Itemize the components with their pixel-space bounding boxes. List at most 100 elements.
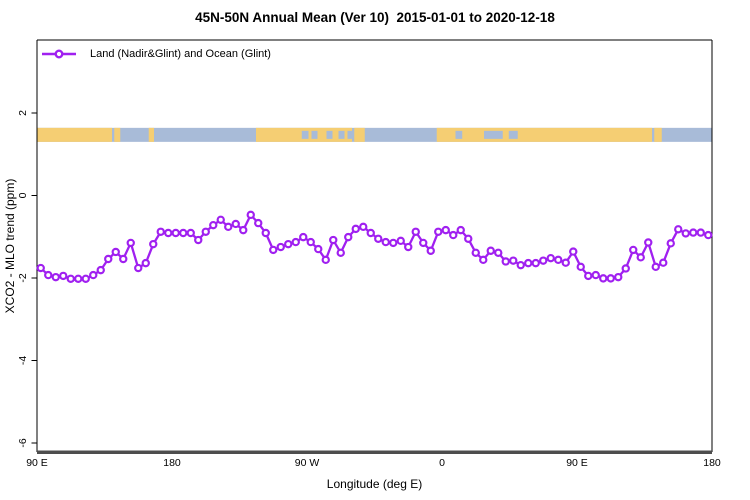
data-point	[119, 254, 128, 264]
data-point	[659, 258, 668, 267]
data-point	[561, 258, 570, 267]
data-point	[494, 248, 503, 257]
data-point	[254, 218, 263, 228]
y-axis-tick-label: 0	[17, 192, 29, 198]
data-point	[434, 227, 443, 236]
y-axis-title: XCO2 - MLO trend (ppm)	[3, 178, 17, 314]
legend-marker-circle-icon	[54, 49, 64, 59]
data-point	[224, 222, 233, 232]
data-point	[81, 274, 90, 283]
data-point	[389, 238, 398, 248]
map-band-land-segment	[654, 127, 662, 142]
data-point	[321, 255, 330, 265]
data-point	[104, 254, 113, 264]
data-point	[441, 225, 450, 235]
data-point	[299, 232, 308, 242]
map-band-land-segment	[114, 127, 121, 142]
legend: Land (Nadir&Glint) and Ocean (Glint)	[41, 48, 271, 60]
data-point	[479, 255, 488, 265]
map-band-land-segment	[37, 127, 112, 142]
legend-line-marker-icon	[42, 49, 76, 59]
data-point	[44, 270, 53, 280]
data-point	[509, 256, 518, 265]
data-point	[554, 255, 563, 265]
map-band-ocean-speck	[338, 130, 345, 139]
map-band-land-segment	[436, 127, 652, 142]
data-point	[569, 247, 578, 256]
data-point	[651, 262, 660, 272]
data-point	[674, 225, 683, 234]
y-axis-tick-label: -4	[17, 356, 29, 365]
data-point	[419, 238, 428, 248]
x-axis-title: Longitude (deg E)	[326, 477, 423, 491]
x-axis-baseline	[37, 450, 712, 454]
data-point	[344, 232, 353, 242]
data-point	[471, 248, 480, 257]
x-axis-tick-label: 90 E	[566, 457, 588, 469]
data-point	[456, 225, 465, 235]
map-band-ocean-speck	[301, 130, 309, 139]
data-point	[171, 228, 180, 238]
data-point	[336, 248, 345, 257]
data-point	[681, 229, 690, 238]
data-point	[239, 225, 248, 235]
data-point	[51, 272, 60, 282]
data-point	[449, 230, 458, 240]
data-point	[96, 265, 105, 275]
data-point	[201, 227, 210, 236]
data-point	[374, 234, 383, 243]
data-point	[36, 263, 45, 273]
data-point	[216, 215, 225, 225]
data-point	[306, 237, 315, 247]
map-band-ocean-speck	[484, 130, 503, 139]
y-axis-tick-label: -6	[17, 438, 29, 447]
y-axis-tick-label: -2	[17, 273, 29, 282]
data-point	[314, 244, 323, 254]
data-point	[696, 228, 705, 237]
data-point	[591, 270, 600, 280]
data-point	[231, 219, 240, 229]
data-point	[276, 242, 285, 252]
x-axis-tick-label: 90 E	[26, 457, 48, 469]
data-point	[666, 239, 675, 248]
data-point	[524, 258, 533, 268]
data-point	[126, 238, 135, 248]
y-axis-tick-label: 2	[17, 110, 29, 116]
data-point	[576, 262, 585, 272]
data-point	[404, 242, 413, 252]
data-point	[209, 220, 218, 230]
data-point	[66, 274, 75, 283]
data-point	[284, 239, 293, 249]
data-point	[606, 274, 615, 283]
data-point	[411, 227, 420, 236]
x-axis-tick-label: 0	[439, 457, 445, 469]
data-point	[59, 271, 68, 281]
x-axis-tick-label: 180	[163, 457, 181, 469]
data-point	[689, 228, 698, 237]
data-point	[329, 235, 338, 245]
data-point	[704, 230, 713, 240]
map-band-ocean-speck	[455, 130, 463, 139]
data-point	[531, 258, 540, 268]
data-point	[351, 224, 360, 234]
map-band-ocean-speck	[326, 130, 333, 139]
data-point	[486, 246, 495, 255]
data-point	[269, 245, 278, 255]
data-point	[194, 235, 203, 245]
data-point	[381, 237, 390, 247]
data-point	[141, 258, 150, 268]
data-point	[74, 274, 83, 283]
data-point	[599, 274, 608, 283]
map-band-ocean-speck	[347, 130, 353, 139]
data-point	[89, 270, 98, 280]
map-band-land-segment	[148, 127, 154, 142]
data-point	[614, 272, 623, 282]
map-band-land-segment	[354, 127, 365, 142]
data-point	[366, 228, 375, 238]
data-point	[261, 228, 270, 238]
data-point	[156, 227, 165, 236]
data-point	[464, 234, 473, 243]
data-point	[396, 236, 405, 246]
